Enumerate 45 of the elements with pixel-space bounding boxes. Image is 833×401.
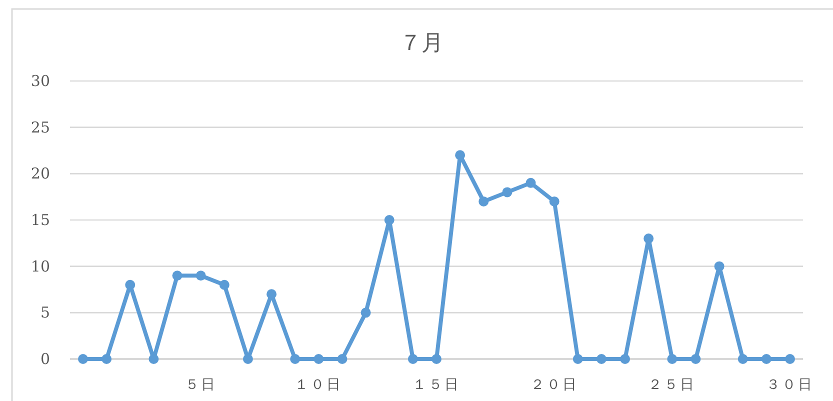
point [572, 354, 583, 364]
point [478, 196, 489, 206]
point [125, 280, 136, 290]
point [714, 261, 724, 272]
y-tick-label: 5 [40, 304, 50, 322]
x-tick-label: ２５日 [648, 377, 696, 393]
y-tick-label: 15 [30, 211, 50, 229]
point [738, 354, 748, 364]
point [644, 234, 654, 244]
point [290, 354, 300, 364]
point [78, 354, 88, 364]
chart-title: ７月 [400, 31, 444, 56]
x-tick-label: １０日 [294, 377, 343, 393]
point [219, 280, 230, 290]
point [690, 354, 701, 364]
point [596, 354, 606, 364]
point [196, 270, 206, 281]
point [384, 215, 394, 225]
point [455, 150, 466, 160]
point [549, 196, 560, 206]
y-tick-label: 10 [30, 257, 50, 276]
x-tick-label: ５日 [184, 377, 217, 393]
point [502, 187, 512, 198]
point [102, 354, 112, 364]
point [360, 308, 371, 318]
point [526, 178, 536, 188]
y-tick-label: 20 [30, 164, 50, 183]
y-tick-label: 0 [40, 350, 50, 368]
point [242, 354, 253, 364]
point [408, 354, 418, 364]
point [785, 354, 795, 364]
point [432, 354, 442, 364]
point [148, 354, 159, 364]
y-tick-label: 25 [30, 118, 50, 136]
point [761, 354, 772, 364]
y-tick-label: 30 [30, 72, 50, 90]
point [314, 354, 324, 364]
point [620, 354, 630, 364]
x-tick-label: ２０日 [530, 377, 578, 393]
point [337, 354, 348, 364]
x-tick-label: １５日 [412, 377, 460, 393]
x-tick-label: ３０日 [766, 377, 814, 393]
point [172, 270, 182, 281]
point [266, 289, 277, 300]
point [667, 354, 678, 364]
